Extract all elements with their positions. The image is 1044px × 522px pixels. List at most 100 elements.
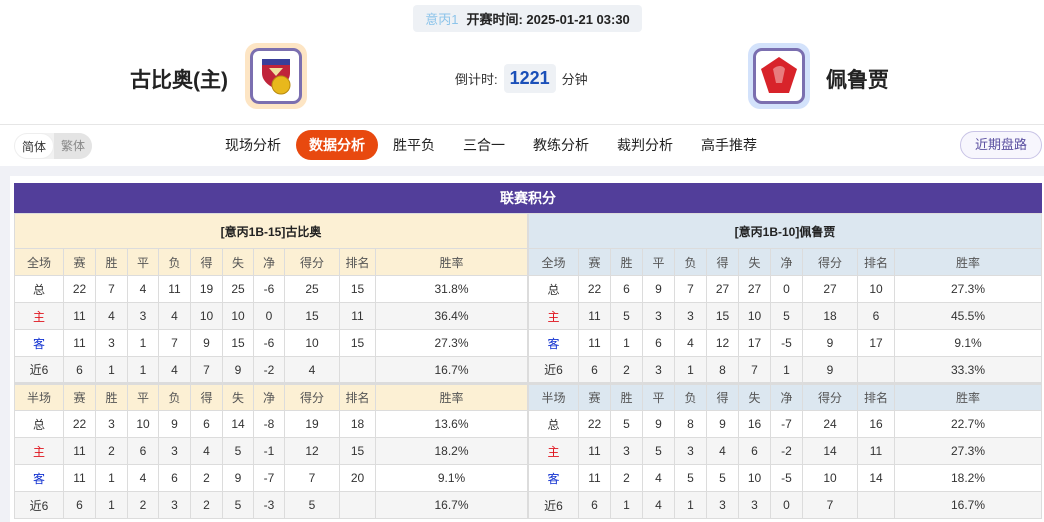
- column-header: 失: [222, 382, 254, 411]
- cell: 25: [284, 275, 340, 303]
- column-header: 得: [190, 248, 223, 276]
- cell: 1: [95, 464, 128, 492]
- column-header: 负: [674, 248, 707, 276]
- cell: 5: [770, 302, 803, 330]
- cell: 1: [610, 329, 643, 357]
- column-header: 负: [158, 382, 191, 411]
- row-label: 近6: [14, 356, 64, 384]
- cell: -5: [770, 329, 803, 357]
- cell: -5: [770, 464, 803, 492]
- table-row: 近6 6 2 3 1 8 7 1 9 33.3%: [528, 356, 1042, 384]
- column-header: 平: [642, 382, 675, 411]
- column-header: 平: [127, 382, 159, 411]
- table-row: 客 11 3 1 7 9 15 -6 10 15 27.3%: [14, 329, 528, 357]
- table-row: 客 11 2 4 5 5 10 -5 10 14 18.2%: [528, 464, 1042, 492]
- row-label: 总: [528, 410, 579, 438]
- cell: -7: [253, 464, 285, 492]
- cell: 16.7%: [894, 491, 1042, 519]
- cell: 2: [610, 356, 643, 384]
- cell: 20: [339, 464, 376, 492]
- cell: 4: [158, 356, 191, 384]
- cell: 5: [222, 437, 254, 465]
- home-team-name[interactable]: 古比奥(主): [130, 69, 228, 92]
- league-name[interactable]: 意丙1: [425, 12, 459, 27]
- column-header: 胜率: [375, 248, 528, 276]
- cell: 9: [706, 410, 739, 438]
- row-label: 客: [14, 464, 64, 492]
- cell: 3: [158, 437, 191, 465]
- column-header: 半场: [14, 382, 64, 411]
- cell: 10: [738, 302, 771, 330]
- cell: 9: [642, 410, 675, 438]
- column-header: 胜: [610, 382, 643, 411]
- column-header: 赛: [578, 248, 611, 276]
- cell: 0: [253, 302, 285, 330]
- cell: 6: [158, 464, 191, 492]
- cell: 2: [95, 437, 128, 465]
- half-header-row: 半场赛胜平负得失净得分 排名 胜率: [14, 382, 528, 411]
- cell: 2: [190, 491, 223, 519]
- column-header: 半场: [528, 382, 579, 411]
- cell: 25: [222, 275, 254, 303]
- cell: 6: [738, 437, 771, 465]
- column-header: 全场: [528, 248, 579, 276]
- cell: 7: [95, 275, 128, 303]
- tab-6[interactable]: 高手推荐: [701, 137, 757, 153]
- column-header: 胜: [95, 382, 128, 411]
- cell: 18: [802, 302, 858, 330]
- cell: 4: [642, 491, 675, 519]
- column-header: 赛: [63, 248, 96, 276]
- cell: 1: [127, 356, 159, 384]
- cell: 17: [857, 329, 895, 357]
- cell: 15: [339, 437, 376, 465]
- away-team-logo[interactable]: [748, 43, 810, 109]
- cell: [339, 356, 376, 384]
- tab-1[interactable]: 数据分析: [296, 130, 378, 160]
- cell: 3: [642, 302, 675, 330]
- cell: 7: [802, 491, 858, 519]
- column-header: 净: [253, 248, 285, 276]
- column-header: 全场: [14, 248, 64, 276]
- lang-simplified[interactable]: 简体: [14, 133, 55, 159]
- cell: 27.3%: [375, 329, 528, 357]
- cell: 15: [339, 275, 376, 303]
- cell: 10: [222, 302, 254, 330]
- cell: 36.4%: [375, 302, 528, 330]
- column-header: 失: [222, 248, 254, 276]
- lang-traditional[interactable]: 繁体: [54, 133, 93, 159]
- column-header: 净: [770, 248, 803, 276]
- tab-0[interactable]: 现场分析: [225, 137, 281, 153]
- recent-odds-button[interactable]: 近期盘路: [960, 131, 1042, 159]
- away-team-name[interactable]: 佩鲁贾: [826, 69, 889, 92]
- row-label: 总: [14, 275, 64, 303]
- cell: 17: [738, 329, 771, 357]
- full-header-row: 全场赛胜平负得失净得分 排名 胜率: [528, 248, 1042, 276]
- cell: 12: [284, 437, 340, 465]
- row-label: 客: [14, 329, 64, 357]
- cell: 9: [222, 356, 254, 384]
- home-team-logo[interactable]: [245, 43, 307, 109]
- cell: 11: [63, 329, 96, 357]
- cell: [857, 356, 895, 384]
- cell: 3: [95, 410, 128, 438]
- cell: 27: [706, 275, 739, 303]
- cell: 9: [802, 356, 858, 384]
- cell: 3: [706, 491, 739, 519]
- tab-3[interactable]: 三合一: [463, 137, 505, 153]
- row-label: 近6: [528, 491, 579, 519]
- cell: 9: [158, 410, 191, 438]
- cell: 3: [610, 437, 643, 465]
- cell: -2: [253, 356, 285, 384]
- tab-5[interactable]: 裁判分析: [617, 137, 673, 153]
- cell: 1: [610, 491, 643, 519]
- column-header: 得分: [802, 248, 858, 276]
- cell: 4: [284, 356, 340, 384]
- cell: 14: [222, 410, 254, 438]
- tab-2[interactable]: 胜平负: [393, 137, 435, 153]
- column-header: 失: [738, 382, 771, 411]
- cell: 18: [339, 410, 376, 438]
- cell: 2: [127, 491, 159, 519]
- cell: 11: [578, 302, 611, 330]
- tab-4[interactable]: 教练分析: [533, 137, 589, 153]
- cell: 15: [222, 329, 254, 357]
